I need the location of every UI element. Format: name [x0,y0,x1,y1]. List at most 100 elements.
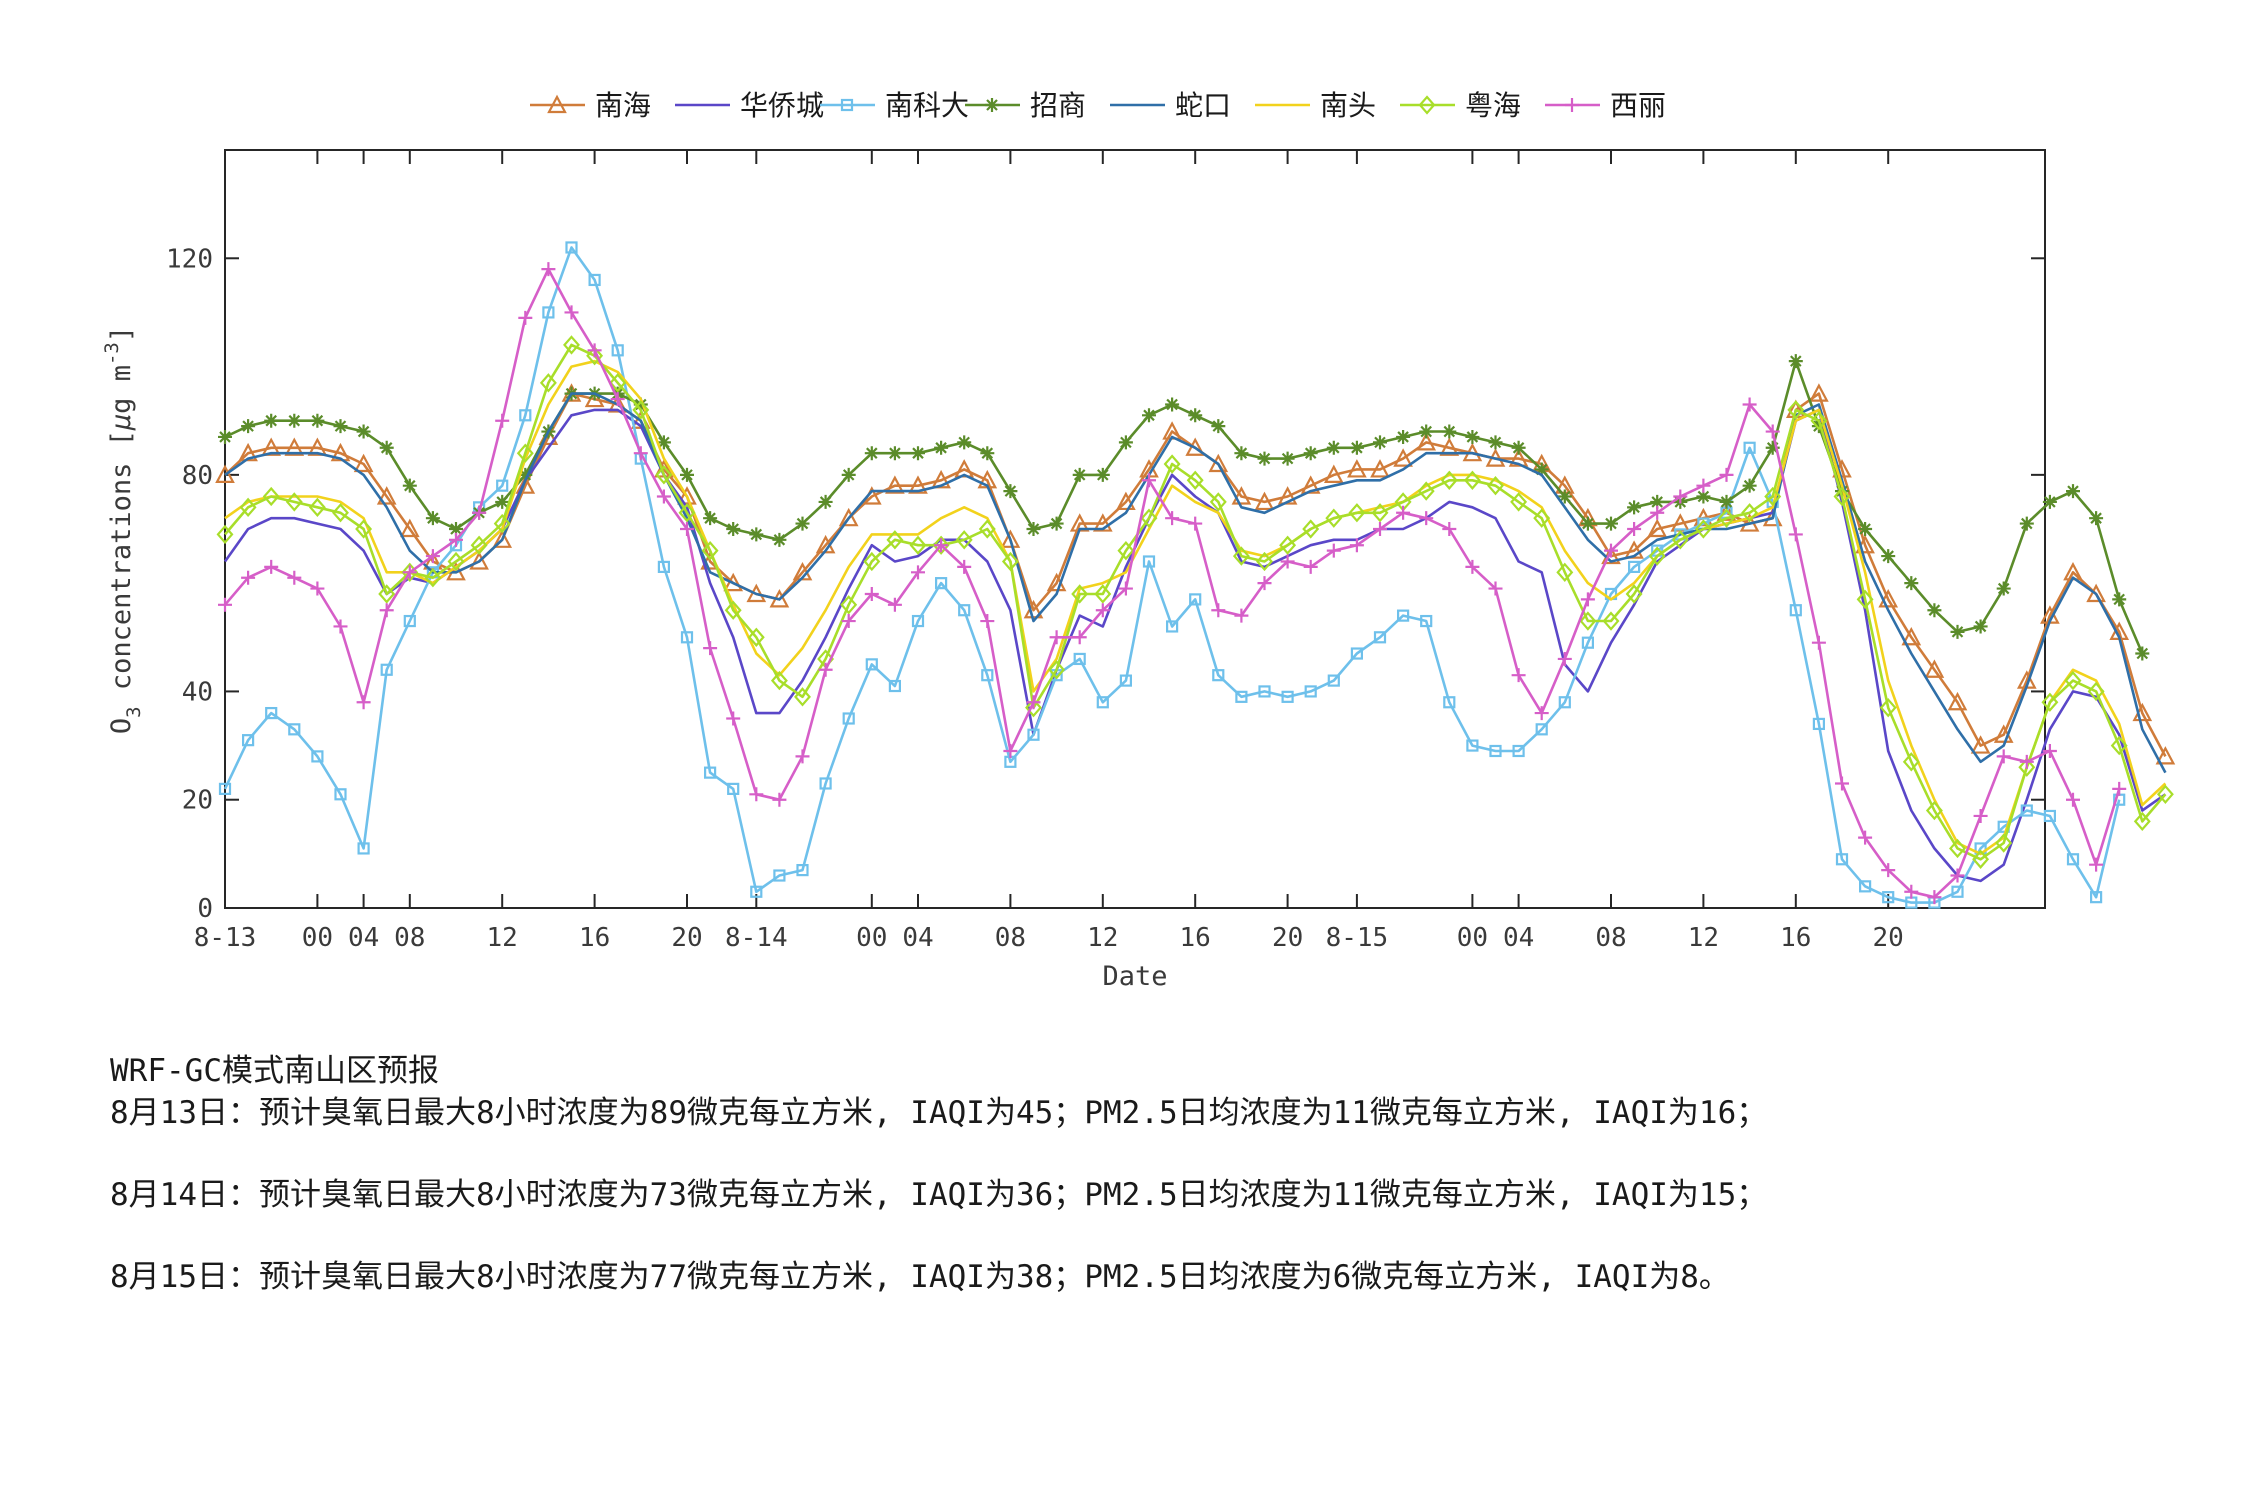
data-point [655,465,673,485]
x-tick-label: 12 [487,923,518,953]
data-point [796,863,809,877]
data-point [931,469,951,489]
data-point [492,529,513,548]
data-point [2042,494,2057,509]
data-point [1119,674,1133,687]
data-point [1347,459,1367,478]
ozone-forecast-chart: 南海 华侨城 南科大 招商 蛇口 南头 粤海 西丽 0 20 40 80 120 8-13 00 04 08 1… [101,89,2176,992]
data-point [611,344,624,357]
data-point [357,842,370,855]
data-point [911,446,925,461]
data-point [1741,503,1759,523]
data-point [310,413,325,428]
data-point [1302,519,1320,539]
data-point [1326,543,1341,558]
data-point [1858,522,1873,536]
data-point [1094,584,1112,604]
data-point [1439,437,1460,456]
data-point [1973,808,1988,823]
legend-item: 南海 [530,89,651,122]
data-point [1601,545,1621,565]
series-2 [218,241,2126,909]
data-point [1970,735,1991,754]
data-point [955,530,973,550]
data-point [588,273,601,287]
data-point [1327,674,1340,687]
data-point [447,551,465,572]
data-point [2110,735,2128,756]
series-line [224,359,2167,856]
data-point [819,777,832,790]
data-point [1696,478,1711,493]
data-point [1095,467,1110,482]
data-point [449,532,463,547]
series-6 [216,335,2174,869]
data-point [1881,863,1896,878]
data-point [1232,546,1250,566]
data-point [1442,522,1457,536]
data-point [1373,522,1387,536]
data-point [1163,454,1181,474]
data-point [1904,576,1919,591]
data-point [609,373,627,393]
data-point [1647,518,1668,538]
data-point [1026,522,1041,536]
y-axis-label: O3 concentrations [μg m-3] [101,326,145,734]
data-point [842,712,855,725]
x-tick-label: 08 [995,923,1026,953]
data-point [633,397,648,412]
data-point [1743,441,1756,454]
data-point [2135,646,2150,661]
data-point [1972,849,1990,869]
data-point [310,581,325,596]
data-point [1303,559,1318,574]
data-point [1071,584,1089,604]
data-point [1026,695,1041,710]
data-point [425,511,440,526]
data-point [1625,584,1643,604]
data-point [1510,492,1528,512]
data-point [1256,551,1273,572]
data-point [1904,884,1919,899]
data-point [587,343,602,358]
data-point [2043,809,2057,823]
data-point [563,335,580,355]
data-point [1350,647,1364,660]
data-point [1764,486,1782,507]
data-point [1442,424,1457,439]
series-line [223,246,2121,904]
data-point [1812,717,1826,731]
data-point [264,559,279,574]
data-point [1694,519,1712,539]
data-point [1186,470,1204,490]
data-point [449,522,463,536]
x-tick-label: 04 [1503,923,1534,953]
data-point [1719,467,1734,482]
x-tick-label: 16 [1780,923,1811,953]
data-point [1073,652,1086,666]
data-point [330,442,351,462]
data-point [957,559,972,574]
data-point [1396,609,1410,622]
series-7 [218,262,2127,905]
data-point [1001,551,1019,572]
data-point [911,614,925,628]
data-point [1000,529,1021,548]
data-point [1557,651,1572,666]
x-tick-label: 20 [1873,923,1904,953]
data-point [1835,776,1849,791]
data-point [1396,505,1411,520]
data-point [287,413,302,428]
data-point [493,513,511,534]
data-point [2087,681,2105,702]
data-point [242,734,255,747]
data-point [1835,853,1849,866]
data-point [1393,448,1413,467]
data-point [863,551,881,572]
data-point [727,782,740,795]
notes-day-3: 8月15日：预计臭氧日最大8小时浓度为77微克每立方米, IAQI为38；PM2… [110,1259,1730,1295]
data-point [887,446,902,461]
data-point [934,577,948,590]
legend-marker [1565,98,1579,112]
data-point [886,530,904,550]
